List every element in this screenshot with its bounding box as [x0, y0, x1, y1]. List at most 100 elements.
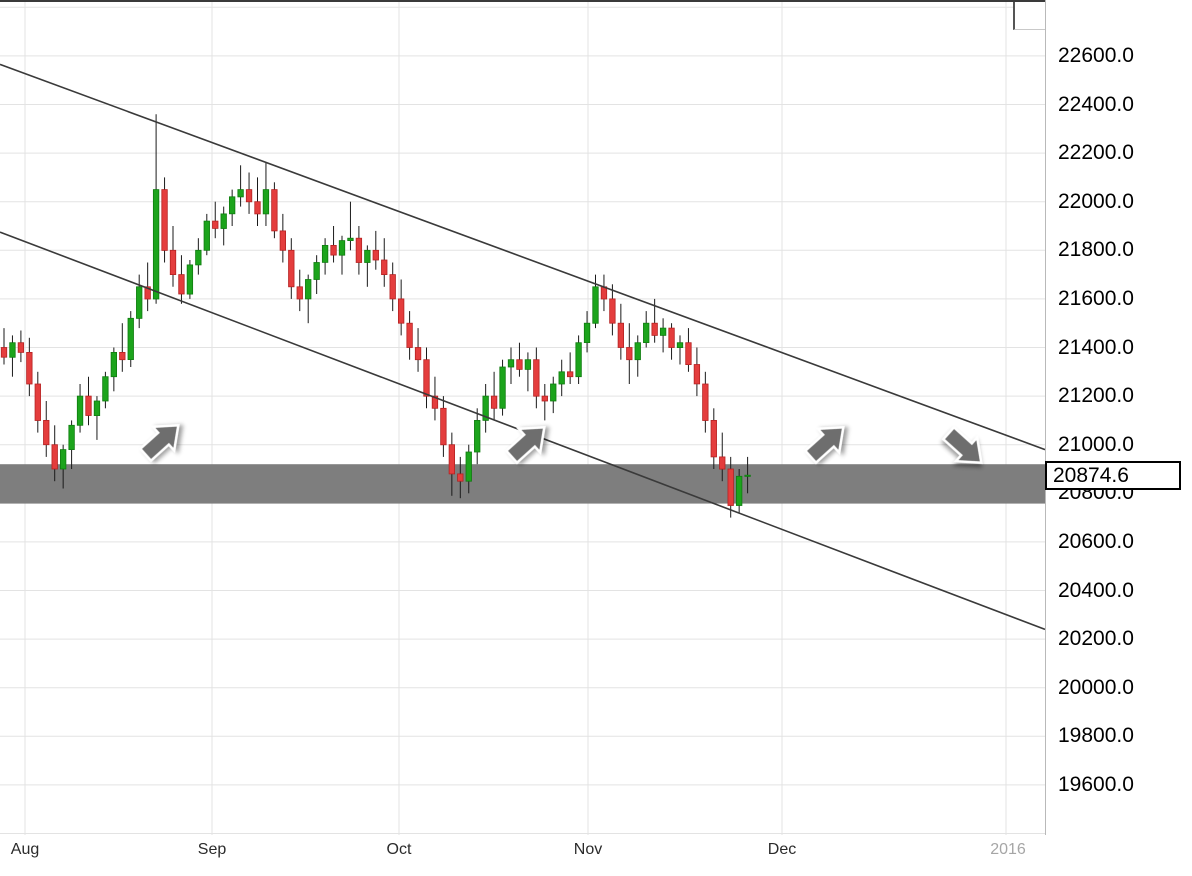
candle: [203, 220, 210, 251]
candle: [347, 237, 354, 241]
y-axis-tick-label: 21400.0: [1058, 335, 1134, 359]
candle: [676, 342, 684, 349]
candle: [60, 449, 67, 470]
y-axis-tick-label: 21600.0: [1058, 286, 1134, 310]
candle: [744, 474, 751, 477]
candle: [152, 189, 160, 300]
candle: [516, 359, 523, 370]
candle: [659, 327, 667, 336]
candle: [271, 189, 278, 232]
candle: [212, 220, 219, 229]
x-axis-month-label: Dec: [767, 841, 797, 858]
candle: [736, 475, 743, 506]
channel-upper-trendline: [0, 63, 1045, 451]
candle: [26, 351, 33, 385]
candle: [668, 327, 675, 348]
current-price-label: 20874.6: [1045, 461, 1181, 490]
y-axis-tick-label: 22200.0: [1058, 141, 1134, 165]
x-axis-month-label: Aug: [10, 841, 40, 858]
candle: [600, 286, 608, 300]
candle: [228, 196, 236, 215]
candle: [169, 249, 177, 276]
candle: [279, 230, 287, 251]
candle: [423, 359, 430, 397]
price-axis[interactable]: 22600.0 22400.0 22200.0 22000.0 21800.0 21600…: [1045, 0, 1192, 835]
candle: [499, 366, 506, 409]
candle: [254, 201, 261, 215]
candle: [355, 237, 363, 263]
candle: [575, 342, 582, 378]
candle: [372, 249, 379, 261]
candle: [34, 383, 41, 421]
chart-plot[interactable]: [0, 0, 1045, 835]
axis-corner-box: [1013, 2, 1047, 30]
y-axis-tick-label: 21200.0: [1058, 384, 1134, 408]
x-axis-month-label: Sep: [197, 841, 227, 858]
candle: [457, 473, 464, 482]
candle: [119, 351, 126, 361]
candle: [338, 240, 346, 256]
candle: [288, 249, 295, 288]
candles-layer: [0, 114, 751, 518]
candle: [693, 364, 701, 385]
candle: [245, 189, 253, 203]
candle: [397, 298, 405, 324]
candle: [110, 351, 117, 378]
x-axis-month-label: Oct: [386, 841, 412, 858]
candle: [617, 322, 624, 348]
candle: [178, 274, 185, 295]
candle: [321, 244, 329, 263]
candle: [0, 347, 8, 358]
candle: [448, 444, 456, 475]
candle: [195, 249, 202, 266]
y-axis-tick-label: 22400.0: [1058, 92, 1134, 116]
candle: [550, 383, 557, 402]
candle: [626, 347, 633, 361]
candle: [51, 444, 58, 470]
candle: [127, 317, 134, 360]
candle: [313, 262, 320, 280]
candle: [102, 376, 109, 402]
y-axis-tick-label: 20400.0: [1058, 578, 1134, 602]
candle: [592, 286, 599, 324]
candle: [583, 322, 591, 344]
candle: [507, 359, 515, 368]
candle: [9, 342, 16, 358]
y-axis-tick-label: 19800.0: [1058, 724, 1134, 748]
candle: [727, 468, 734, 506]
candle: [262, 189, 270, 215]
candle: [237, 189, 244, 198]
candle: [364, 249, 371, 263]
candle: [541, 395, 548, 402]
candle: [296, 286, 303, 300]
gridlines: [0, 0, 1045, 835]
y-axis-tick-label: 21000.0: [1058, 432, 1134, 456]
candle: [76, 395, 84, 426]
y-axis-tick-label: 20200.0: [1058, 627, 1134, 651]
candle: [482, 395, 489, 421]
candle: [465, 451, 472, 482]
y-axis-tick-label: 19600.0: [1058, 772, 1134, 796]
candle: [93, 400, 101, 417]
candle: [305, 279, 312, 300]
chart-top-border: [0, 0, 1045, 2]
candle: [609, 298, 616, 324]
up-arrow-annotation: [138, 423, 180, 463]
candle: [685, 342, 692, 366]
y-axis-tick-label: 22000.0: [1058, 189, 1134, 213]
y-axis-tick-label: 20600.0: [1058, 529, 1134, 553]
candle: [651, 322, 658, 336]
candle: [634, 342, 641, 361]
candle: [186, 264, 194, 295]
candle: [43, 419, 50, 446]
candle: [330, 244, 337, 256]
candle: [719, 456, 726, 470]
candle: [558, 371, 565, 385]
candle: [474, 419, 481, 453]
candle: [567, 371, 574, 378]
candle: [17, 342, 25, 353]
time-axis[interactable]: Aug Sep Oct Nov Dec 2016: [0, 835, 1192, 876]
y-axis-tick-label: 22600.0: [1058, 43, 1134, 67]
candle: [643, 322, 650, 344]
